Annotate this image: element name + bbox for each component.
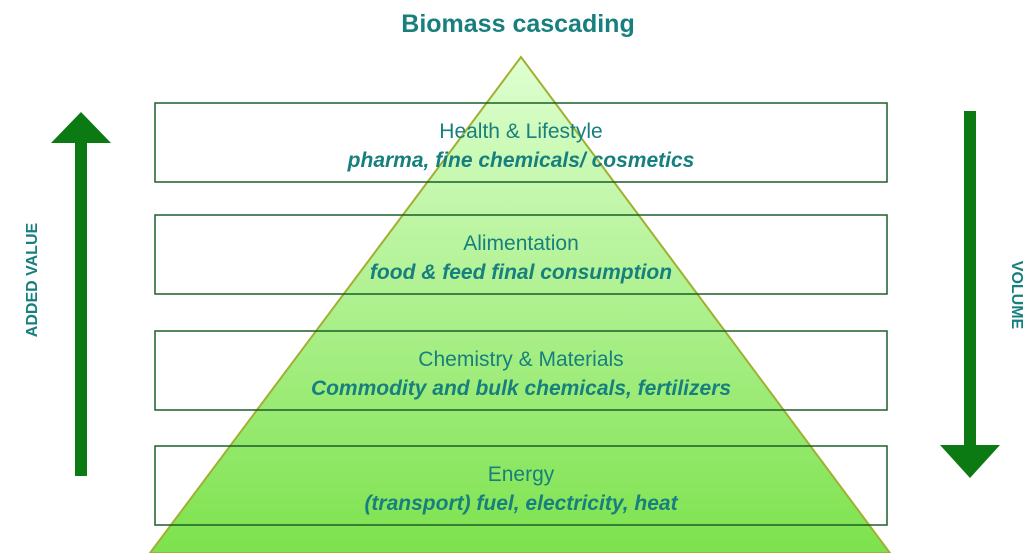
level-box bbox=[154, 102, 888, 183]
volume-arrow bbox=[940, 111, 1000, 478]
right-label: VOLUME bbox=[1008, 261, 1025, 330]
level-box bbox=[154, 330, 888, 411]
pyramid bbox=[148, 55, 892, 553]
level-box bbox=[154, 445, 888, 526]
level-title: Alimentation bbox=[463, 232, 579, 255]
title: Biomass cascading bbox=[401, 10, 634, 38]
level-subtitle: pharma, fine chemicals/ cosmetics bbox=[347, 149, 695, 172]
level-title: Energy bbox=[488, 463, 555, 486]
level-title: Chemistry & Materials bbox=[418, 348, 623, 371]
level-subtitle: (transport) fuel, electricity, heat bbox=[364, 492, 678, 515]
level-subtitle: food & feed final consumption bbox=[370, 261, 672, 284]
level-subtitle: Commodity and bulk chemicals, fertilizer… bbox=[311, 377, 731, 400]
added-value-arrow bbox=[51, 112, 111, 476]
level-title: Health & Lifestyle bbox=[439, 120, 602, 143]
left-label: ADDED VALUE bbox=[24, 222, 41, 337]
level-box bbox=[154, 214, 888, 295]
